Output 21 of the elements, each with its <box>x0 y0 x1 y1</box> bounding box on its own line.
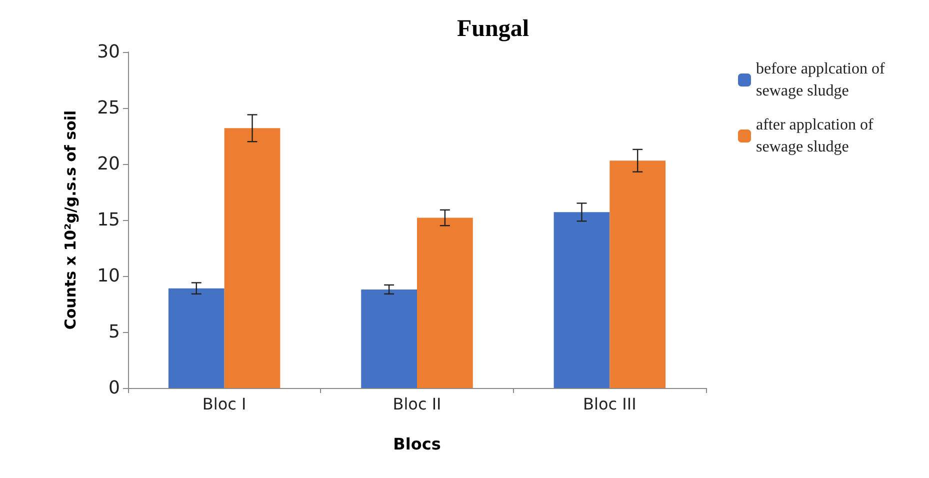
x-axis-title: Blocs <box>393 434 441 454</box>
legend-label: after applcation of sewage sludge <box>756 116 878 156</box>
bar <box>168 288 224 388</box>
y-tick-label: 10 <box>97 266 120 286</box>
y-tick-label: 20 <box>97 154 120 174</box>
x-tick-label: Bloc III <box>583 394 636 414</box>
bar <box>610 160 666 388</box>
y-tick-label: 5 <box>108 322 120 342</box>
y-tick-label: 25 <box>97 98 120 118</box>
y-tick-label: 30 <box>97 42 120 62</box>
y-tick-label: 15 <box>97 210 120 230</box>
legend-label: before applcation of sewage sludge <box>756 60 889 100</box>
bar <box>224 128 280 388</box>
bar <box>361 289 417 388</box>
x-tick-label: Bloc I <box>202 394 246 414</box>
bar <box>417 218 473 388</box>
chart-title: Fungal <box>456 16 530 42</box>
bar <box>554 212 610 388</box>
x-tick-label: Bloc II <box>392 394 442 414</box>
y-axis-title: Counts x 10²g/g.s.s of soil <box>62 110 80 330</box>
y-tick-label: 0 <box>108 378 120 398</box>
